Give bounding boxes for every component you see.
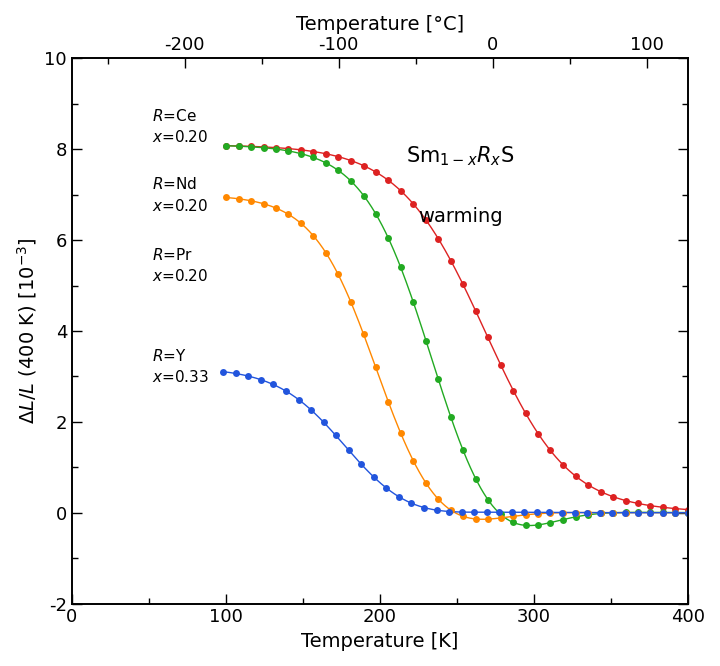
Text: $\mathit{R}$=Ce: $\mathit{R}$=Ce (152, 108, 197, 124)
Text: $\mathit{x}$=0.33: $\mathit{x}$=0.33 (152, 370, 209, 386)
Text: warming: warming (418, 207, 503, 226)
Text: $\mathit{R}$=Nd: $\mathit{R}$=Nd (152, 176, 197, 192)
Text: $\mathit{x}$=0.20: $\mathit{x}$=0.20 (152, 198, 208, 214)
X-axis label: Temperature [K]: Temperature [K] (301, 632, 459, 651)
Text: $\mathit{x}$=0.20: $\mathit{x}$=0.20 (152, 268, 208, 284)
Text: $\mathit{R}$=Y: $\mathit{R}$=Y (152, 348, 186, 364)
Text: $\mathit{R}$=Pr: $\mathit{R}$=Pr (152, 246, 193, 262)
Text: Sm$_{1-x}$$\mathit{R}_x$S: Sm$_{1-x}$$\mathit{R}_x$S (406, 145, 514, 168)
X-axis label: Temperature [°C]: Temperature [°C] (296, 15, 464, 34)
Y-axis label: $\Delta$$\it{L}$/$\it{L}$ (400 K) [10$^{-3}$]: $\Delta$$\it{L}$/$\it{L}$ (400 K) [10$^{… (15, 238, 39, 424)
Text: $\mathit{x}$=0.20: $\mathit{x}$=0.20 (152, 129, 208, 145)
